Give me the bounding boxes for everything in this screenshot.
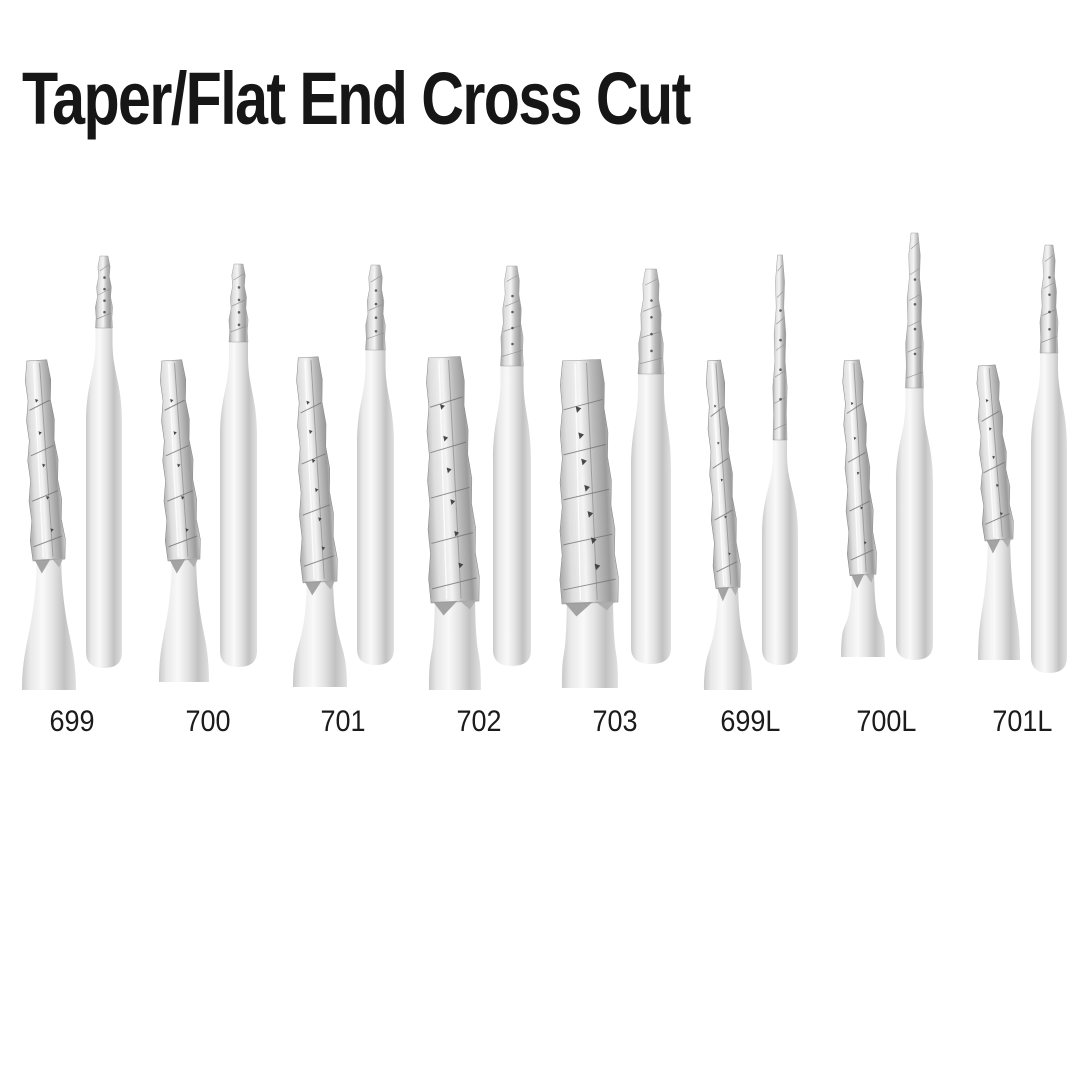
bur-group-700 (140, 233, 276, 690)
product-label: 703 (592, 705, 638, 738)
bur-full-image (220, 263, 258, 667)
bur-full-image (493, 265, 532, 666)
bur-full-image (85, 255, 122, 668)
product-label: 700 (185, 705, 231, 738)
bur-detail-image (21, 359, 76, 690)
page-title: Taper/Flat End Cross Cut (22, 57, 691, 140)
bur-group-703 (547, 233, 683, 690)
product-label: 699L (720, 705, 781, 738)
bur-detail-image (703, 359, 752, 690)
bur-group-700L (819, 232, 955, 690)
bur-full-image (761, 254, 798, 665)
bur-detail-image (559, 359, 619, 688)
bur-detail-image (426, 356, 482, 690)
bur-full-image (1031, 244, 1068, 673)
bur-group-702 (411, 233, 547, 690)
product-label: 701L (992, 705, 1053, 738)
product-label: 700L (856, 705, 917, 738)
bur-group-699 (4, 233, 140, 690)
bur-detail-image (159, 359, 210, 682)
bur-group-701 (276, 233, 412, 690)
bur-group-699L (683, 233, 819, 690)
product-label: 701 (320, 705, 366, 738)
product-label: 699 (49, 705, 95, 738)
bur-full-image (356, 264, 394, 665)
bur-full-image (895, 232, 933, 660)
bur-detail-image (292, 356, 347, 687)
product-label: 702 (456, 705, 502, 738)
bur-full-image (630, 268, 671, 664)
bur-detail-image (840, 359, 885, 657)
bur-detail-image (976, 364, 1021, 660)
product-image-row (4, 232, 1080, 690)
product-label-row: 699 700 701 702 703 699L 700L 701L (4, 700, 1080, 744)
bur-group-701L (954, 233, 1080, 690)
